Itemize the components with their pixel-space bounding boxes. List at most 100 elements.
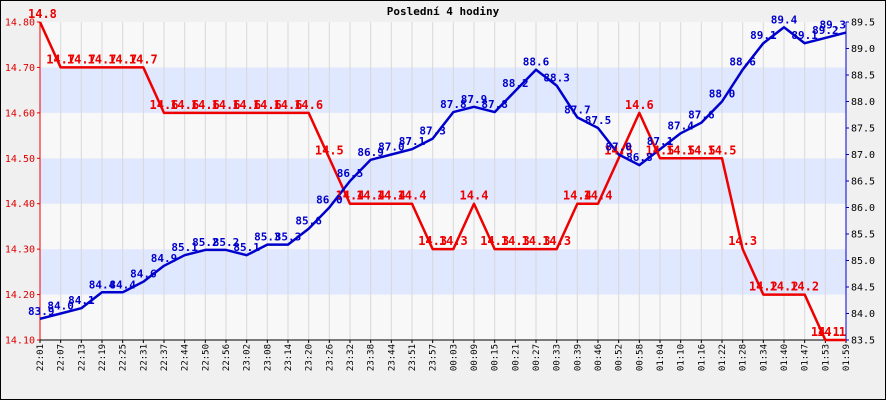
right-tick-label: 83.5 xyxy=(851,336,875,347)
data-label-left: 14.6 xyxy=(170,98,199,112)
data-label-left: 14.5 xyxy=(604,143,633,157)
data-label-right: 88.0 xyxy=(709,88,736,101)
right-tick-label: 88.5 xyxy=(851,71,875,82)
x-tick-label: 23:20 xyxy=(305,344,315,371)
data-label-left: 14.5 xyxy=(315,143,344,157)
data-label-right: 86.0 xyxy=(316,194,343,207)
data-label-right: 88.2 xyxy=(502,77,529,90)
data-label-left: 14.3 xyxy=(728,234,757,248)
x-tick-label: 22:50 xyxy=(201,344,211,371)
x-tick-label: 00:33 xyxy=(553,344,563,371)
right-tick-label: 84.5 xyxy=(851,283,875,294)
grid-band xyxy=(40,158,846,204)
grid-band xyxy=(40,203,846,250)
x-tick-label: 22:37 xyxy=(160,344,170,371)
data-label-right: 84.0 xyxy=(47,300,74,313)
data-label-right: 89.3 xyxy=(820,19,847,32)
right-tick-label: 87.0 xyxy=(851,150,875,161)
data-label-left: 14.4 xyxy=(356,189,385,203)
left-tick-label: 14.60 xyxy=(5,108,35,119)
data-label-left: 14.4 xyxy=(460,189,489,203)
x-tick-label: 00:58 xyxy=(635,344,645,371)
data-label-right: 87.0 xyxy=(378,141,405,154)
x-tick-label: 23:44 xyxy=(387,344,397,371)
x-tick-label: 23:38 xyxy=(367,344,377,371)
left-tick-label: 14.40 xyxy=(5,199,35,210)
data-label-right: 87.8 xyxy=(440,98,467,111)
data-label-right: 86.5 xyxy=(337,167,364,180)
right-tick-label: 84.0 xyxy=(851,309,875,320)
x-tick-label: 00:03 xyxy=(449,344,459,371)
series-line-left xyxy=(38,21,846,342)
chart-title: Poslední 4 hodiny xyxy=(387,5,500,18)
data-label-right: 86.9 xyxy=(357,146,384,159)
data-label-left: 14.3 xyxy=(418,234,447,248)
data-label-right: 84.9 xyxy=(151,252,178,265)
x-tick-label: 01:10 xyxy=(677,344,687,371)
data-label-left: 14.5 xyxy=(646,143,675,157)
data-label-left: 14.6 xyxy=(625,98,654,112)
right-tick-label: 86.0 xyxy=(851,203,875,214)
x-tick-label: 00:21 xyxy=(511,344,521,371)
right-tick-label: 88.0 xyxy=(851,97,875,108)
data-label-left: 14.1 xyxy=(817,325,846,339)
data-label-right: 87.6 xyxy=(688,109,715,122)
data-label-left: 14.8 xyxy=(28,7,57,21)
x-tick-label: 00:46 xyxy=(594,344,604,371)
grid-band xyxy=(40,67,846,113)
data-label-left: 14.7 xyxy=(108,52,137,66)
data-label-left: 14.7 xyxy=(67,52,96,66)
data-label-right: 89.2 xyxy=(812,24,839,37)
x-tick-label: 22:07 xyxy=(57,344,67,371)
x-tick-label: 01:40 xyxy=(780,344,790,371)
data-label-left: 14.6 xyxy=(212,98,241,112)
data-label-left: 14.4 xyxy=(336,189,365,203)
data-label-left: 14.6 xyxy=(150,98,179,112)
data-label-right: 87.3 xyxy=(419,125,446,138)
data-label-left: 14.4 xyxy=(398,189,427,203)
data-label-right: 87.7 xyxy=(564,103,591,116)
left-tick-label: 14.10 xyxy=(5,336,35,347)
data-label-right: 87.1 xyxy=(647,135,674,148)
x-tick-label: 01:34 xyxy=(759,344,769,371)
x-tick-label: 22:19 xyxy=(98,344,108,371)
data-label-left: 14.3 xyxy=(439,234,468,248)
data-label-left: 14.4 xyxy=(584,189,613,203)
x-tick-label: 00:27 xyxy=(532,344,542,371)
data-label-right: 87.4 xyxy=(667,119,694,132)
x-tick-label: 22:01 xyxy=(36,344,46,371)
data-label-left: 14.7 xyxy=(88,52,117,66)
data-label-right: 85.6 xyxy=(295,215,322,228)
left-tick-label: 14.50 xyxy=(5,154,35,165)
data-label-right: 84.4 xyxy=(89,278,116,291)
series-line-right xyxy=(39,26,847,321)
data-label-left: 14.7 xyxy=(46,52,75,66)
x-tick-label: 00:39 xyxy=(573,344,583,371)
data-label-left: 14.2 xyxy=(770,280,799,294)
data-label-left: 14.5 xyxy=(708,143,737,157)
data-label-right: 85.3 xyxy=(275,231,302,244)
x-tick-label: 01:59 xyxy=(842,344,852,371)
x-tick-label: 00:09 xyxy=(470,344,480,371)
x-tick-label: 22:31 xyxy=(139,344,149,371)
right-tick-label: 87.5 xyxy=(851,124,875,135)
data-label-left: 14.6 xyxy=(253,98,282,112)
data-label-left: 14.5 xyxy=(687,143,716,157)
data-label-right: 89.4 xyxy=(771,13,798,26)
x-tick-label: 22:44 xyxy=(181,344,191,371)
data-label-right: 87.5 xyxy=(585,114,612,127)
x-tick-label: 23:26 xyxy=(325,344,335,371)
data-label-right: 83.9 xyxy=(28,305,55,318)
x-tick-label: 00:15 xyxy=(491,344,501,371)
data-label-right: 87.9 xyxy=(461,93,488,106)
x-tick-label: 00:52 xyxy=(615,344,625,371)
right-tick-label: 85.0 xyxy=(851,256,875,267)
data-label-left: 14.3 xyxy=(522,234,551,248)
x-tick-label: 23:51 xyxy=(408,344,418,371)
x-tick-label: 22:56 xyxy=(222,344,232,371)
data-label-left: 14.3 xyxy=(480,234,509,248)
data-label-right: 89.1 xyxy=(791,29,818,42)
data-label-right: 84.1 xyxy=(68,294,95,307)
data-label-left: 14.6 xyxy=(294,98,323,112)
